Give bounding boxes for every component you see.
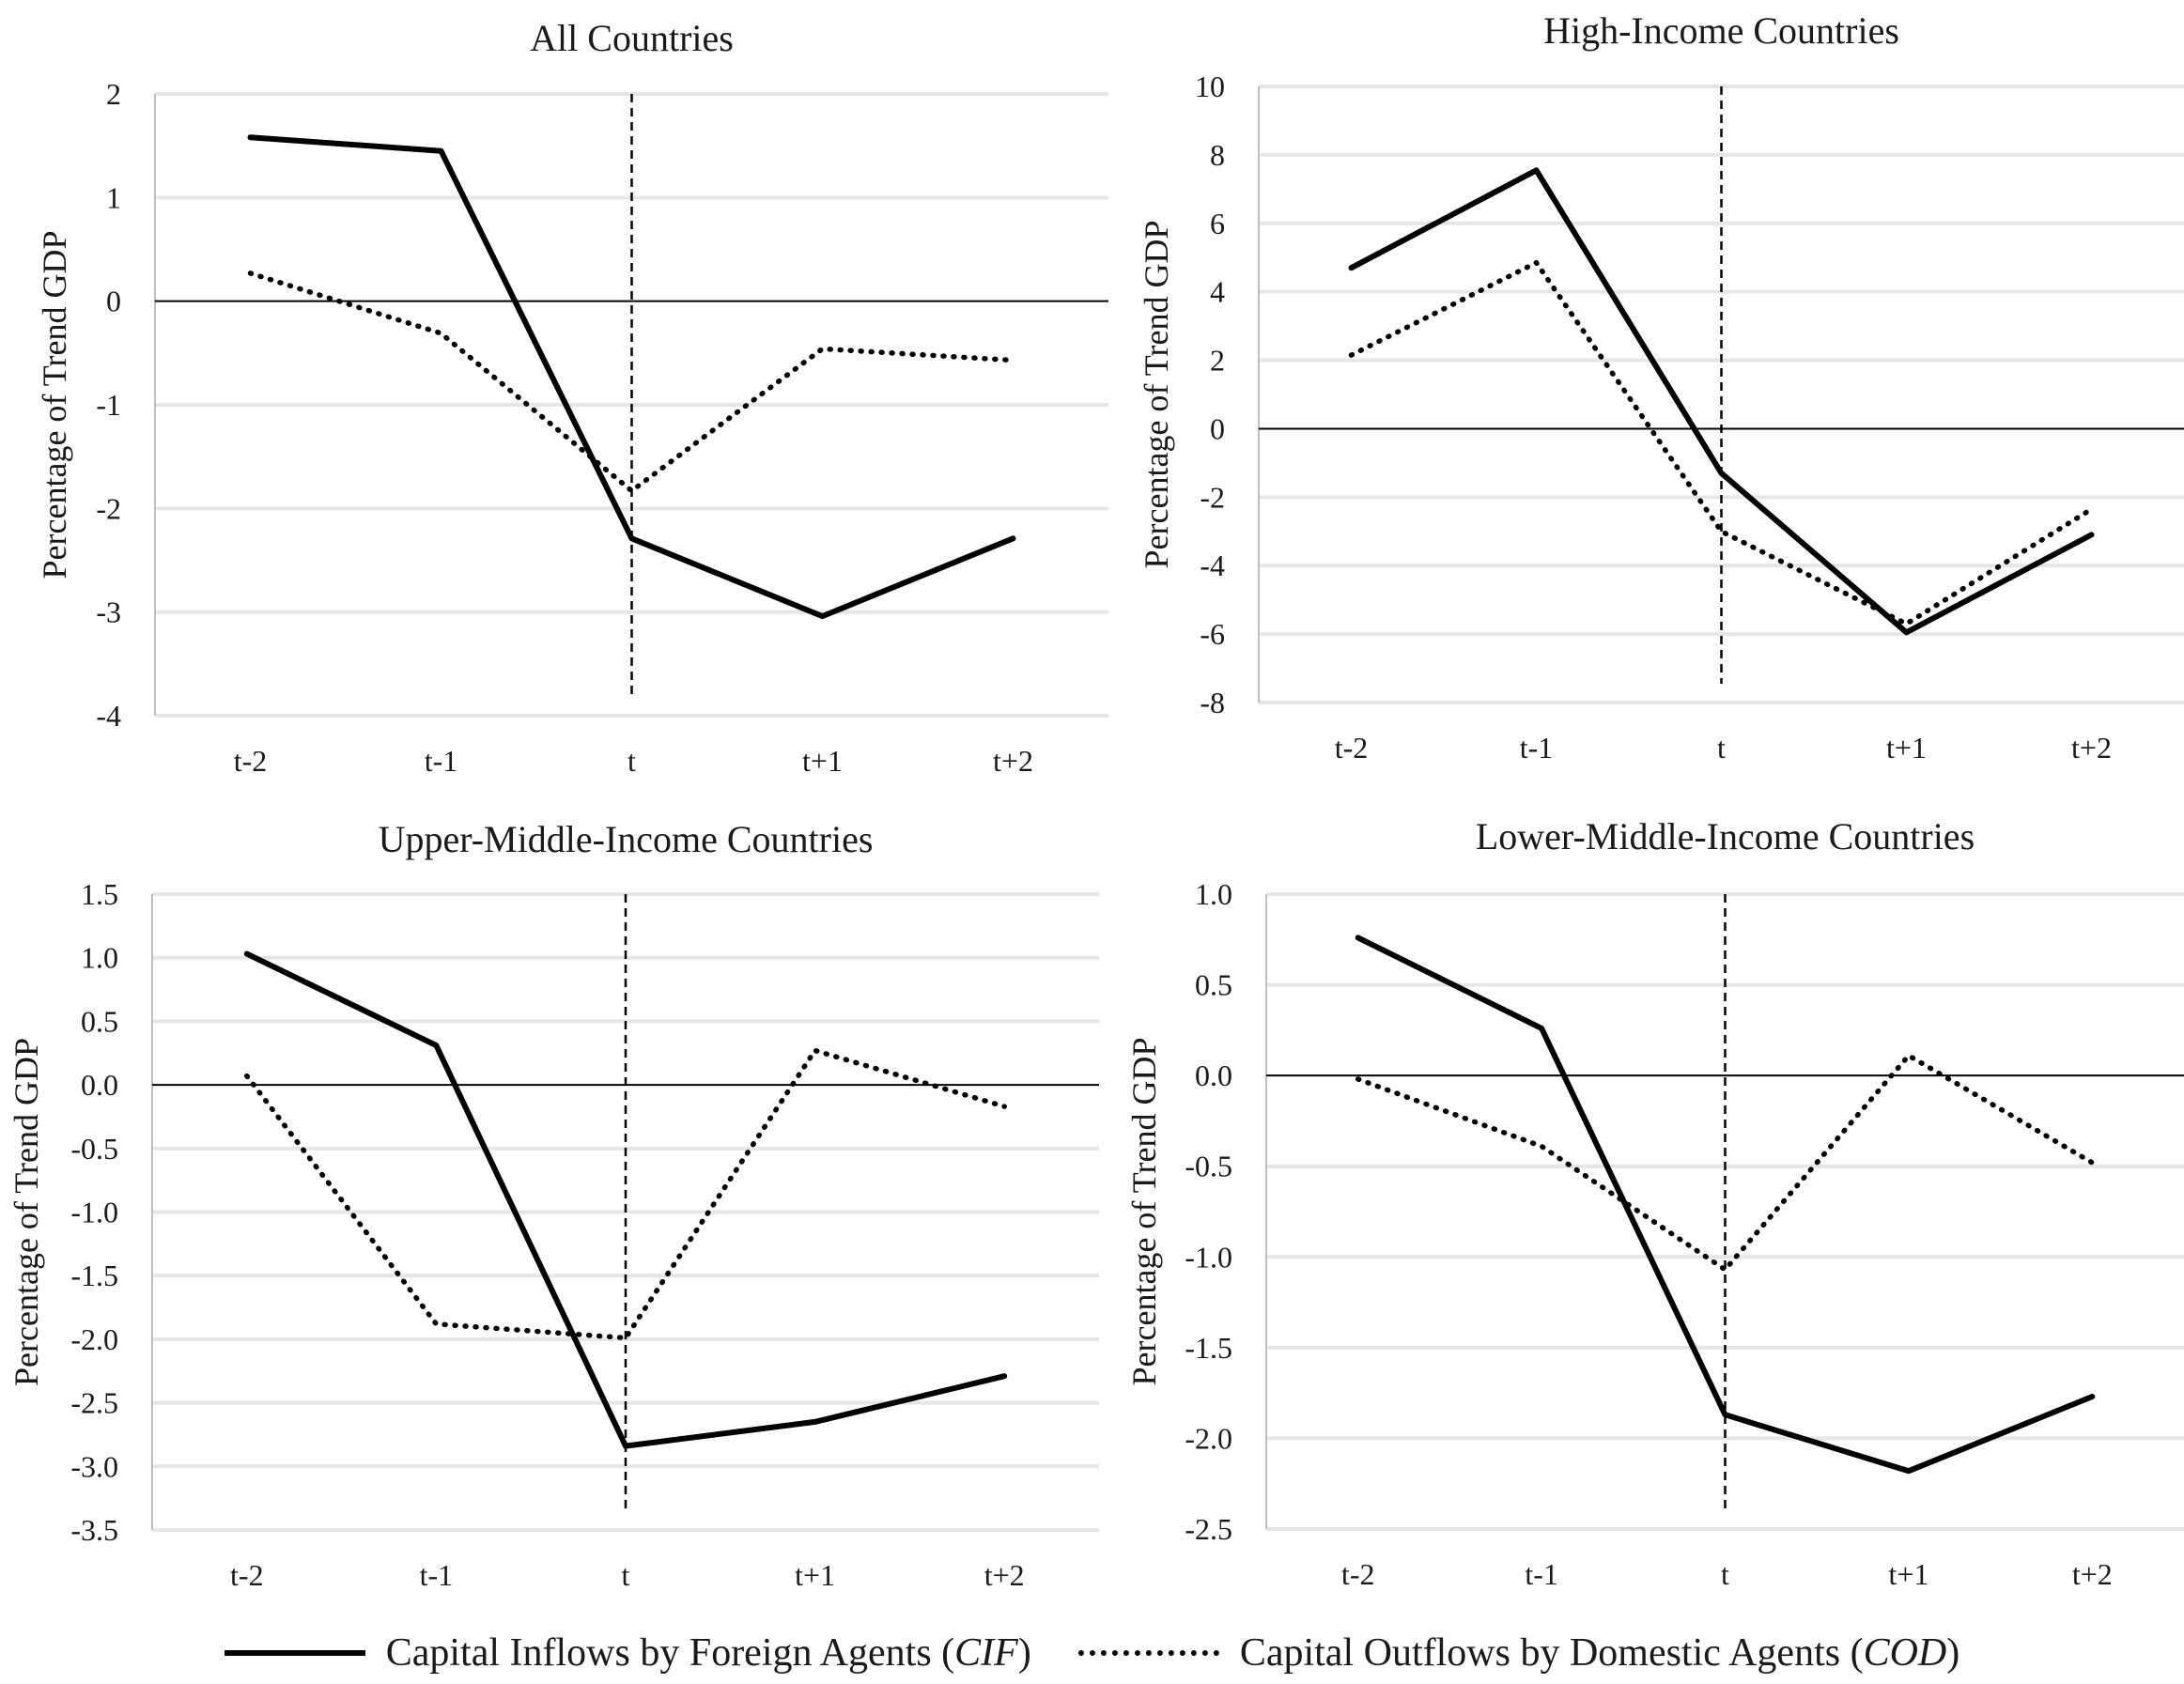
x-tick-label: t (627, 744, 636, 778)
chart-panel-4: Lower-Middle-Income Countries 1.0 0.5 0.0 -0… (1125, 815, 2184, 1591)
x-tick-label: t+2 (993, 744, 1033, 778)
y-tick-label: -3.5 (70, 1513, 118, 1547)
y-tick-label: -6 (1200, 617, 1225, 651)
y-axis-label: Percentage of Trend GDP (1138, 221, 1175, 569)
y-tick-label: 6 (1210, 207, 1225, 240)
y-axis-label: Percentage of Trend GDP (36, 231, 73, 579)
legend-text-cod: Capital Outflows by Domestic Agents ( (1239, 1631, 1864, 1675)
y-tick-label: 1.0 (1195, 877, 1232, 911)
x-tick-label: t-1 (420, 1558, 454, 1592)
legend-abbr-cif: CIF (954, 1631, 1018, 1675)
series-line-cod (244, 1047, 1007, 1341)
y-tick-label: -2.0 (1185, 1421, 1232, 1455)
y-tick-label: 4 (1210, 275, 1225, 309)
legend-text-cif: Capital Inflows by Foreign Agents ( (385, 1631, 955, 1675)
y-tick-label: 2 (106, 77, 121, 111)
y-tick-label: -2.5 (1185, 1512, 1232, 1546)
y-tick-label: 0.0 (81, 1068, 118, 1102)
y-tick-label: -2.0 (70, 1322, 118, 1356)
y-tick-label: 1.5 (81, 877, 118, 911)
y-tick-label: 1 (106, 180, 121, 214)
legend-item-cod: Capital Outflows by Domestic Agents (COD… (1077, 1630, 1959, 1676)
y-tick-label: -1.5 (70, 1259, 118, 1292)
y-tick-label: 1.0 (81, 941, 118, 975)
y-tick-label: 0.5 (81, 1004, 118, 1038)
legend-label-cod: Capital Outflows by Domestic Agents (COD… (1240, 1630, 1959, 1676)
y-tick-label: -1 (96, 388, 121, 422)
y-tick-label: -1.5 (1185, 1331, 1232, 1365)
x-tick-label: t+1 (1886, 731, 1927, 765)
x-tick-label: t-2 (1341, 1557, 1375, 1591)
y-tick-label: -4 (1200, 548, 1225, 582)
y-tick-label: 2 (1210, 344, 1225, 378)
x-tick-label: t (622, 1558, 630, 1592)
x-tick-label: t+1 (802, 744, 843, 778)
chart-legend: Capital Inflows by Foreign Agents (CIF) … (0, 1625, 2184, 1681)
y-tick-label: 0 (106, 285, 121, 318)
chart-panel-3: Upper-Middle-Income Countries 1.5 1.0 0.5 0.… (8, 818, 1099, 1592)
y-tick-label: 0.0 (1195, 1058, 1232, 1092)
x-tick-label: t+1 (1888, 1557, 1928, 1591)
x-tick-label: t-2 (230, 1558, 264, 1592)
x-tick-label: t+2 (2072, 1557, 2113, 1591)
legend-swatch-cod (1077, 1650, 1219, 1656)
legend-label-cif: Capital Inflows by Foreign Agents (CIF) (386, 1630, 1031, 1676)
y-tick-label: -2 (96, 491, 121, 525)
y-axis-label: Percentage of Trend GDP (8, 1038, 45, 1386)
y-tick-label: -8 (1200, 686, 1225, 719)
chart-title: Upper-Middle-Income Countries (379, 818, 874, 860)
y-tick-label: -1.0 (1185, 1240, 1232, 1274)
legend-close-cod: ) (1946, 1631, 1960, 1675)
chart-title: Lower-Middle-Income Countries (1476, 815, 1975, 857)
x-tick-label: t (1717, 731, 1726, 765)
x-tick-label: t-1 (1520, 731, 1554, 765)
y-tick-label: -2.5 (70, 1386, 118, 1420)
legend-abbr-cod: COD (1863, 1631, 1947, 1675)
chart-panel-2: High-Income Countries 10 8 6 4 2 0 -2 -4 -6 -8 t-2 t… (1138, 9, 2184, 765)
y-tick-label: -4 (96, 699, 121, 733)
chart-title: High-Income Countries (1543, 9, 1899, 52)
y-tick-label: -3 (96, 595, 121, 629)
y-tick-label: -1.0 (70, 1196, 118, 1229)
x-tick-label: t-1 (1525, 1557, 1558, 1591)
x-tick-label: t-2 (234, 744, 268, 778)
legend-swatch-cif (224, 1650, 365, 1656)
legend-close-cif: ) (1017, 1631, 1031, 1675)
y-tick-label: 10 (1195, 70, 1225, 103)
x-tick-label: t+1 (795, 1558, 835, 1592)
x-tick-label: t (1721, 1557, 1729, 1591)
y-tick-label: 8 (1210, 138, 1225, 172)
chart-title: All Countries (530, 17, 734, 59)
chart-panel-1: All Countries 2 1 0 -1 -2 -3 -4 t-2 t-1 t t+1 t+2 Per… (36, 17, 1108, 778)
x-tick-label: t-1 (425, 744, 458, 778)
y-tick-label: 0.5 (1195, 968, 1232, 1002)
x-tick-label: t+2 (2071, 731, 2112, 765)
y-tick-label: -0.5 (1185, 1150, 1232, 1183)
x-tick-label: t+2 (984, 1558, 1025, 1592)
y-tick-label: -2 (1200, 480, 1225, 514)
y-axis-label: Percentage of Trend GDP (1125, 1038, 1163, 1386)
legend-item-cif: Capital Inflows by Foreign Agents (CIF) (224, 1630, 1031, 1676)
y-tick-label: 0 (1210, 411, 1225, 445)
y-tick-label: -0.5 (70, 1132, 118, 1166)
x-tick-label: t-2 (1335, 731, 1369, 765)
y-tick-label: -3.0 (70, 1449, 118, 1483)
